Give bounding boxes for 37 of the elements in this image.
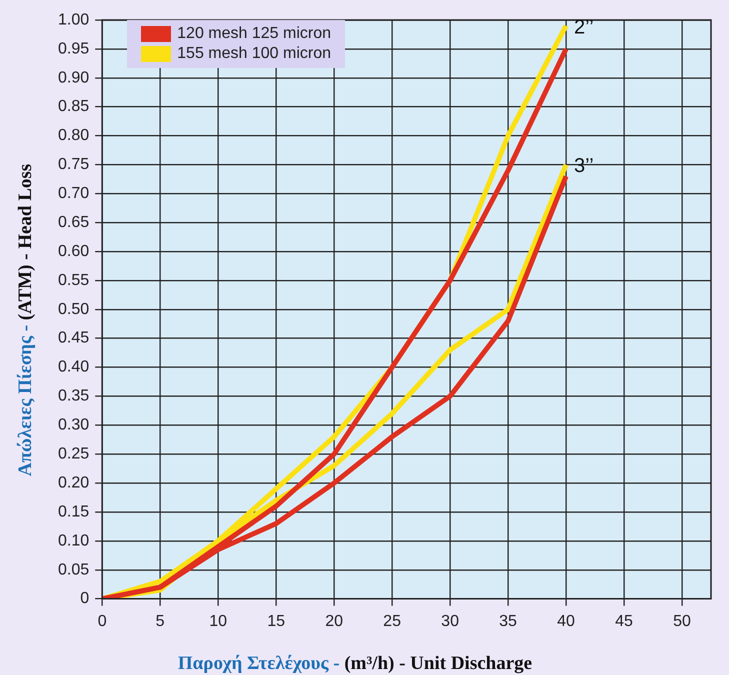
x-tick-label: 40	[557, 612, 576, 630]
y-tick-label: 0.95	[58, 40, 90, 58]
x-tick-label: 10	[209, 612, 228, 630]
y-tick-label: 0.75	[58, 156, 90, 174]
y-tick-label: 0.30	[58, 416, 90, 434]
x-tick-label: 35	[499, 612, 518, 630]
x-tick-label: 0	[98, 612, 107, 630]
x-tick-label: 45	[615, 612, 634, 630]
y-tick-label: 0.40	[58, 358, 90, 376]
y-tick-label: 0.10	[58, 532, 90, 550]
y-axis-title: Απώλειες Πίεσης - (ATM) - Head Loss	[15, 164, 36, 476]
y-tick-label: 0.80	[58, 127, 90, 144]
y-tick-label: 0.15	[58, 503, 90, 520]
y-tick-label: 0.55	[58, 272, 90, 289]
x-tick-label: 30	[441, 612, 460, 630]
y-tick-label: 0.25	[58, 446, 90, 463]
legend-label: 155 mesh 100 micron	[177, 44, 331, 64]
y-tick-label: 0.70	[58, 185, 90, 202]
y-tick-label: 0.05	[58, 561, 90, 578]
y-tick-label: 0	[80, 590, 90, 608]
y-tick-label: 0.65	[58, 214, 90, 231]
x-tick-label: 20	[325, 612, 344, 630]
y-tick-label: 0.60	[58, 242, 90, 260]
y-tick-label: 0.45	[58, 330, 90, 347]
x-tick-label: 15	[267, 612, 286, 630]
y-tick-label: 0.50	[58, 300, 90, 318]
y-tick-label: 1.00	[58, 11, 90, 28]
y-tick-label: 0.20	[58, 474, 90, 492]
x-axis-title: Παροχή Στελέχους - (m³/h) - Unit Discharge	[178, 653, 532, 674]
legend-label: 120 mesh 125 micron	[177, 24, 331, 44]
x-tick-label: 25	[383, 612, 402, 630]
x-tick-label: 5	[156, 612, 165, 630]
annotation: 2’’	[574, 16, 594, 38]
y-tick-label: 0.35	[58, 388, 90, 405]
x-tick-label: 50	[673, 612, 692, 630]
y-tick-label: 0.85	[58, 98, 90, 116]
y-tick-label: 0.90	[58, 69, 90, 86]
